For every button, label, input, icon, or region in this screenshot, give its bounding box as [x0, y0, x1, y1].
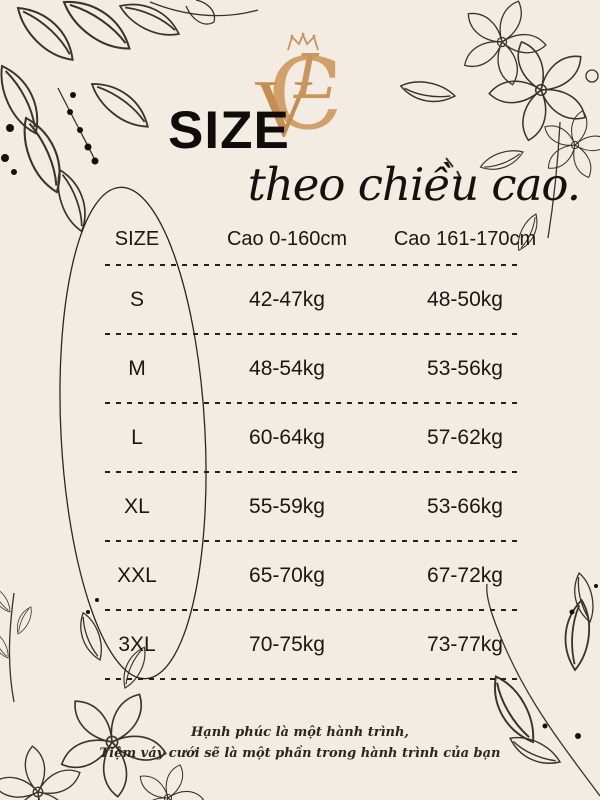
weight-range: 55-59kg: [249, 494, 325, 518]
table-row-m: M 48-54kg 53-56kg: [75, 335, 555, 402]
size-label: XXL: [117, 563, 157, 587]
row-divider: [105, 678, 519, 680]
weight-range: 57-62kg: [427, 425, 503, 449]
row-divider: [105, 264, 519, 266]
table-row-l: L 60-64kg 57-62kg: [75, 404, 555, 471]
col-header-h160: Cao 0-160cm: [226, 228, 348, 250]
size-label: S: [129, 287, 144, 311]
weight-range: 65-70kg: [249, 563, 325, 587]
weight-range: 73-77kg: [427, 632, 503, 656]
row-divider: [105, 609, 519, 611]
page-subtitle: theo chiều cao.: [247, 158, 581, 211]
weight-range: 70-75kg: [249, 632, 325, 656]
logo-letter-l: L: [294, 40, 336, 113]
row-divider: [105, 333, 519, 335]
footer-line-1: Hạnh phúc là một hành trình,: [191, 725, 409, 740]
size-table: SIZE Cao 0-160cm Cao 161-170cm S 42-47kg…: [75, 215, 555, 680]
size-label: 3XL: [118, 632, 156, 656]
row-divider: [105, 471, 519, 473]
table-row-xl: XL 55-59kg 53-66kg: [75, 473, 555, 540]
weight-range: 48-54kg: [249, 356, 325, 380]
page-title: SIZE: [168, 101, 290, 160]
col-header-size: SIZE: [114, 228, 160, 250]
weight-range: 53-66kg: [427, 494, 503, 518]
row-divider: [105, 540, 519, 542]
size-label: L: [131, 425, 143, 449]
footer-line-2: Tiệm váy cưới sẽ là một phần trong hành …: [99, 745, 501, 761]
table-row-3xl: 3XL 70-75kg 73-77kg: [75, 611, 555, 678]
weight-range: 42-47kg: [249, 287, 325, 311]
footer-quote: Hạnh phúc là một hành trình, Tiệm váy cư…: [0, 723, 600, 765]
logo-letter-v: V: [254, 63, 314, 154]
weight-range: 60-64kg: [249, 425, 325, 449]
table-row-s: S 42-47kg 48-50kg: [75, 266, 555, 333]
brand-logo: C V L: [252, 32, 356, 154]
weight-range: 53-56kg: [427, 356, 503, 380]
size-label: XL: [124, 494, 150, 518]
logo-letter-c: C: [268, 38, 343, 152]
table-header-row: SIZE Cao 0-160cm Cao 161-170cm: [75, 215, 555, 264]
size-label: M: [128, 356, 146, 380]
row-divider: [105, 402, 519, 404]
weight-range: 48-50kg: [427, 287, 503, 311]
col-header-h170: Cao 161-170cm: [393, 228, 537, 250]
crown-icon: [287, 32, 319, 51]
table-row-xxl: XXL 65-70kg 67-72kg: [75, 542, 555, 609]
weight-range: 67-72kg: [427, 563, 503, 587]
